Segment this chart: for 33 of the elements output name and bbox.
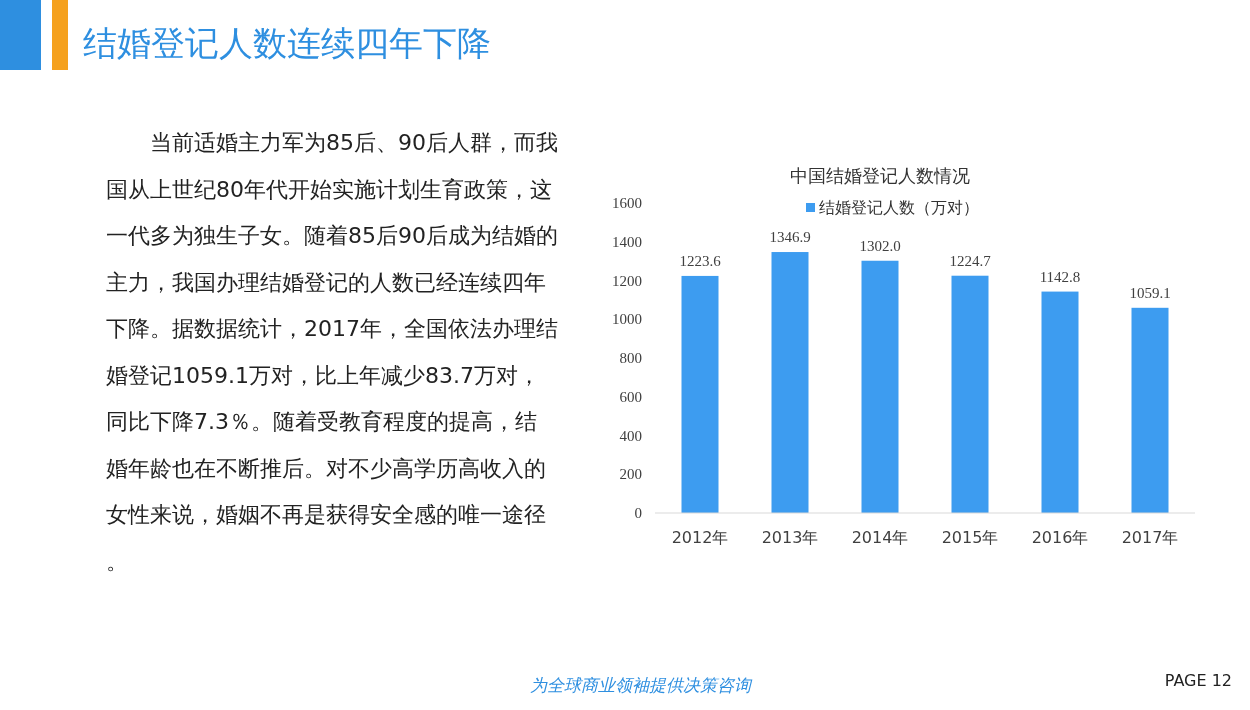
y-tick-label: 600 bbox=[619, 388, 642, 405]
y-tick-label: 400 bbox=[619, 427, 642, 444]
bar bbox=[771, 252, 809, 513]
y-tick-label: 0 bbox=[634, 505, 642, 521]
data-label: 1302.0 bbox=[859, 237, 901, 254]
y-tick-label: 200 bbox=[619, 466, 642, 483]
bar bbox=[861, 260, 899, 513]
text: PAGE 12 bbox=[1164, 671, 1232, 690]
data-label: 1346.9 bbox=[769, 229, 811, 246]
bar bbox=[681, 275, 719, 513]
bar bbox=[951, 275, 989, 513]
y-tick-label: 1400 bbox=[612, 233, 642, 250]
y-tick-label: 1000 bbox=[612, 311, 642, 328]
y-tick-label: 1200 bbox=[612, 272, 642, 289]
x-tick-label: 2013年 bbox=[761, 528, 819, 547]
data-label: 1142.8 bbox=[1039, 268, 1081, 285]
chart-subtitle: 中国结婚登记人数情况 bbox=[790, 165, 970, 186]
y-tick-label: 1600 bbox=[612, 195, 642, 211]
text: 为全球商业领袖提供决策咨询 bbox=[529, 675, 753, 695]
data-label: 1059.1 bbox=[1129, 284, 1171, 301]
x-tick-label: 2017年 bbox=[1121, 528, 1179, 547]
text: 当前适婚主力军为85后、90后人群，而我国从上世纪80年代开始实施计划生育政策，这一代多为独生子女。随着85后90后成为结婚的主力，我国办理结婚登记的人数已经连续四年下降。据数据统计，2017年，全国依法办理结婚登记1059.1万对，比上年减少83.7万对，同比下降7.3％。随着受教育程度的提高，结婚年龄也在不断推后。对不少高学历高收入的女性来说，婚姻不再是获得安全感的唯一途径。 bbox=[106, 130, 558, 574]
legend-label: 结婚登记人数（万对） bbox=[819, 198, 979, 217]
text: 结婚登记人数连续四年下降 bbox=[83, 23, 491, 63]
data-label: 1223.6 bbox=[679, 252, 722, 269]
data-label: 1224.7 bbox=[949, 252, 992, 269]
x-tick-label: 2014年 bbox=[851, 528, 909, 547]
x-tick-label: 2012年 bbox=[671, 528, 729, 547]
bar bbox=[1041, 291, 1079, 513]
bar bbox=[1131, 307, 1169, 513]
x-tick-label: 2015年 bbox=[941, 528, 999, 547]
y-tick-label: 800 bbox=[619, 350, 642, 366]
x-tick-label: 2016年 bbox=[1031, 528, 1089, 547]
